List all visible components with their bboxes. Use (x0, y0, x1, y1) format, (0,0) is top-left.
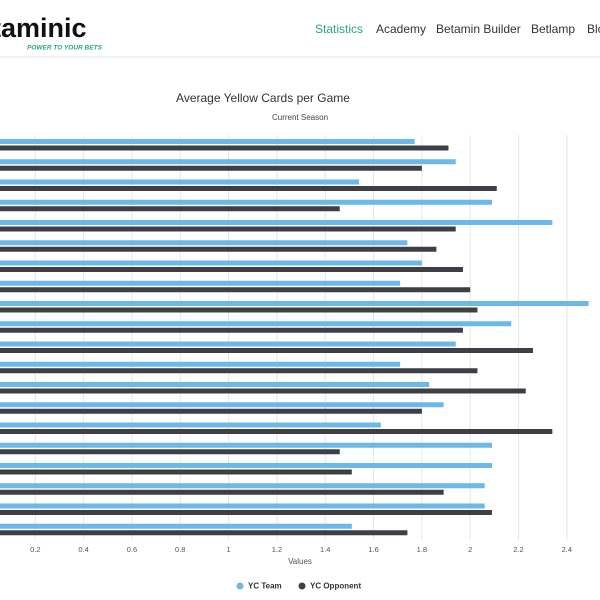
bar (0, 226, 456, 232)
x-axis-label: Values (288, 557, 312, 566)
x-tick-label: 1.4 (320, 545, 330, 554)
chart-subtitle: Current Season (272, 113, 328, 122)
bar (0, 206, 340, 212)
nav-link[interactable]: Academy (376, 22, 426, 36)
bar (0, 422, 381, 428)
bar (0, 530, 408, 536)
bar (0, 280, 401, 286)
nav-link[interactable]: Betamin Builder (436, 22, 521, 36)
bar (0, 220, 553, 225)
bar (0, 145, 449, 151)
bar (0, 301, 589, 306)
bar (0, 159, 456, 165)
bar (0, 489, 444, 495)
bar (0, 307, 478, 313)
x-tick-label: 0.2 (30, 545, 40, 554)
nav-link[interactable]: Blo (587, 22, 600, 36)
bar (0, 483, 485, 489)
bar (0, 361, 401, 367)
x-tick-label: 2 (468, 545, 472, 554)
bar (0, 267, 463, 272)
bar (0, 463, 492, 468)
bar (0, 523, 352, 529)
x-tick-label: 1 (227, 545, 231, 554)
bar (0, 429, 553, 434)
bar (0, 442, 492, 448)
bar (0, 382, 430, 387)
x-tick-label: 0.4 (78, 545, 88, 554)
chart-title: Average Yellow Cards per Game (176, 91, 350, 105)
x-tick-label: 1.6 (368, 545, 378, 554)
bar (0, 165, 422, 171)
x-tick-label: 1.8 (417, 545, 427, 554)
x-tick-label: 1.2 (272, 545, 282, 554)
x-tick-label: 0.6 (127, 545, 137, 554)
nav-link[interactable]: Statistics (315, 22, 363, 36)
bar (0, 449, 340, 455)
bar (0, 287, 471, 293)
bar (0, 327, 463, 333)
nav: Statistics Academy Betamin Builder Betlamp B… (315, 22, 600, 36)
tagline: POWER TO YOUR BETS (27, 45, 103, 52)
bar (0, 368, 478, 374)
x-tick-label: 2.2 (513, 545, 523, 554)
bar (0, 321, 512, 327)
bar (0, 179, 360, 185)
bar (0, 186, 497, 191)
nav-link[interactable]: Betlamp (531, 22, 575, 36)
bar (0, 139, 415, 144)
bar (0, 408, 422, 414)
legend-label: YC Team (248, 582, 282, 591)
legend-label: YC Opponent (310, 582, 361, 591)
logo[interactable]: taminic (0, 13, 87, 43)
bar (0, 388, 526, 394)
bar (0, 246, 437, 252)
bar (0, 341, 456, 347)
bar (0, 348, 534, 353)
x-tick-label: 0.8 (175, 545, 185, 554)
bar (0, 402, 444, 408)
bar (0, 199, 492, 205)
legend-marker (298, 582, 306, 590)
bar (0, 240, 408, 246)
bar (0, 469, 352, 475)
bar (0, 503, 485, 509)
legend-marker (236, 582, 244, 590)
bar (0, 510, 492, 515)
bar (0, 260, 422, 266)
x-tick-label: 2.4 (562, 545, 572, 554)
plot: 0.2 0.4 0.6 0.8 1 1.2 1.4 1.6 1.8 2 2.2 2.4 YC Team Y… (0, 135, 589, 591)
